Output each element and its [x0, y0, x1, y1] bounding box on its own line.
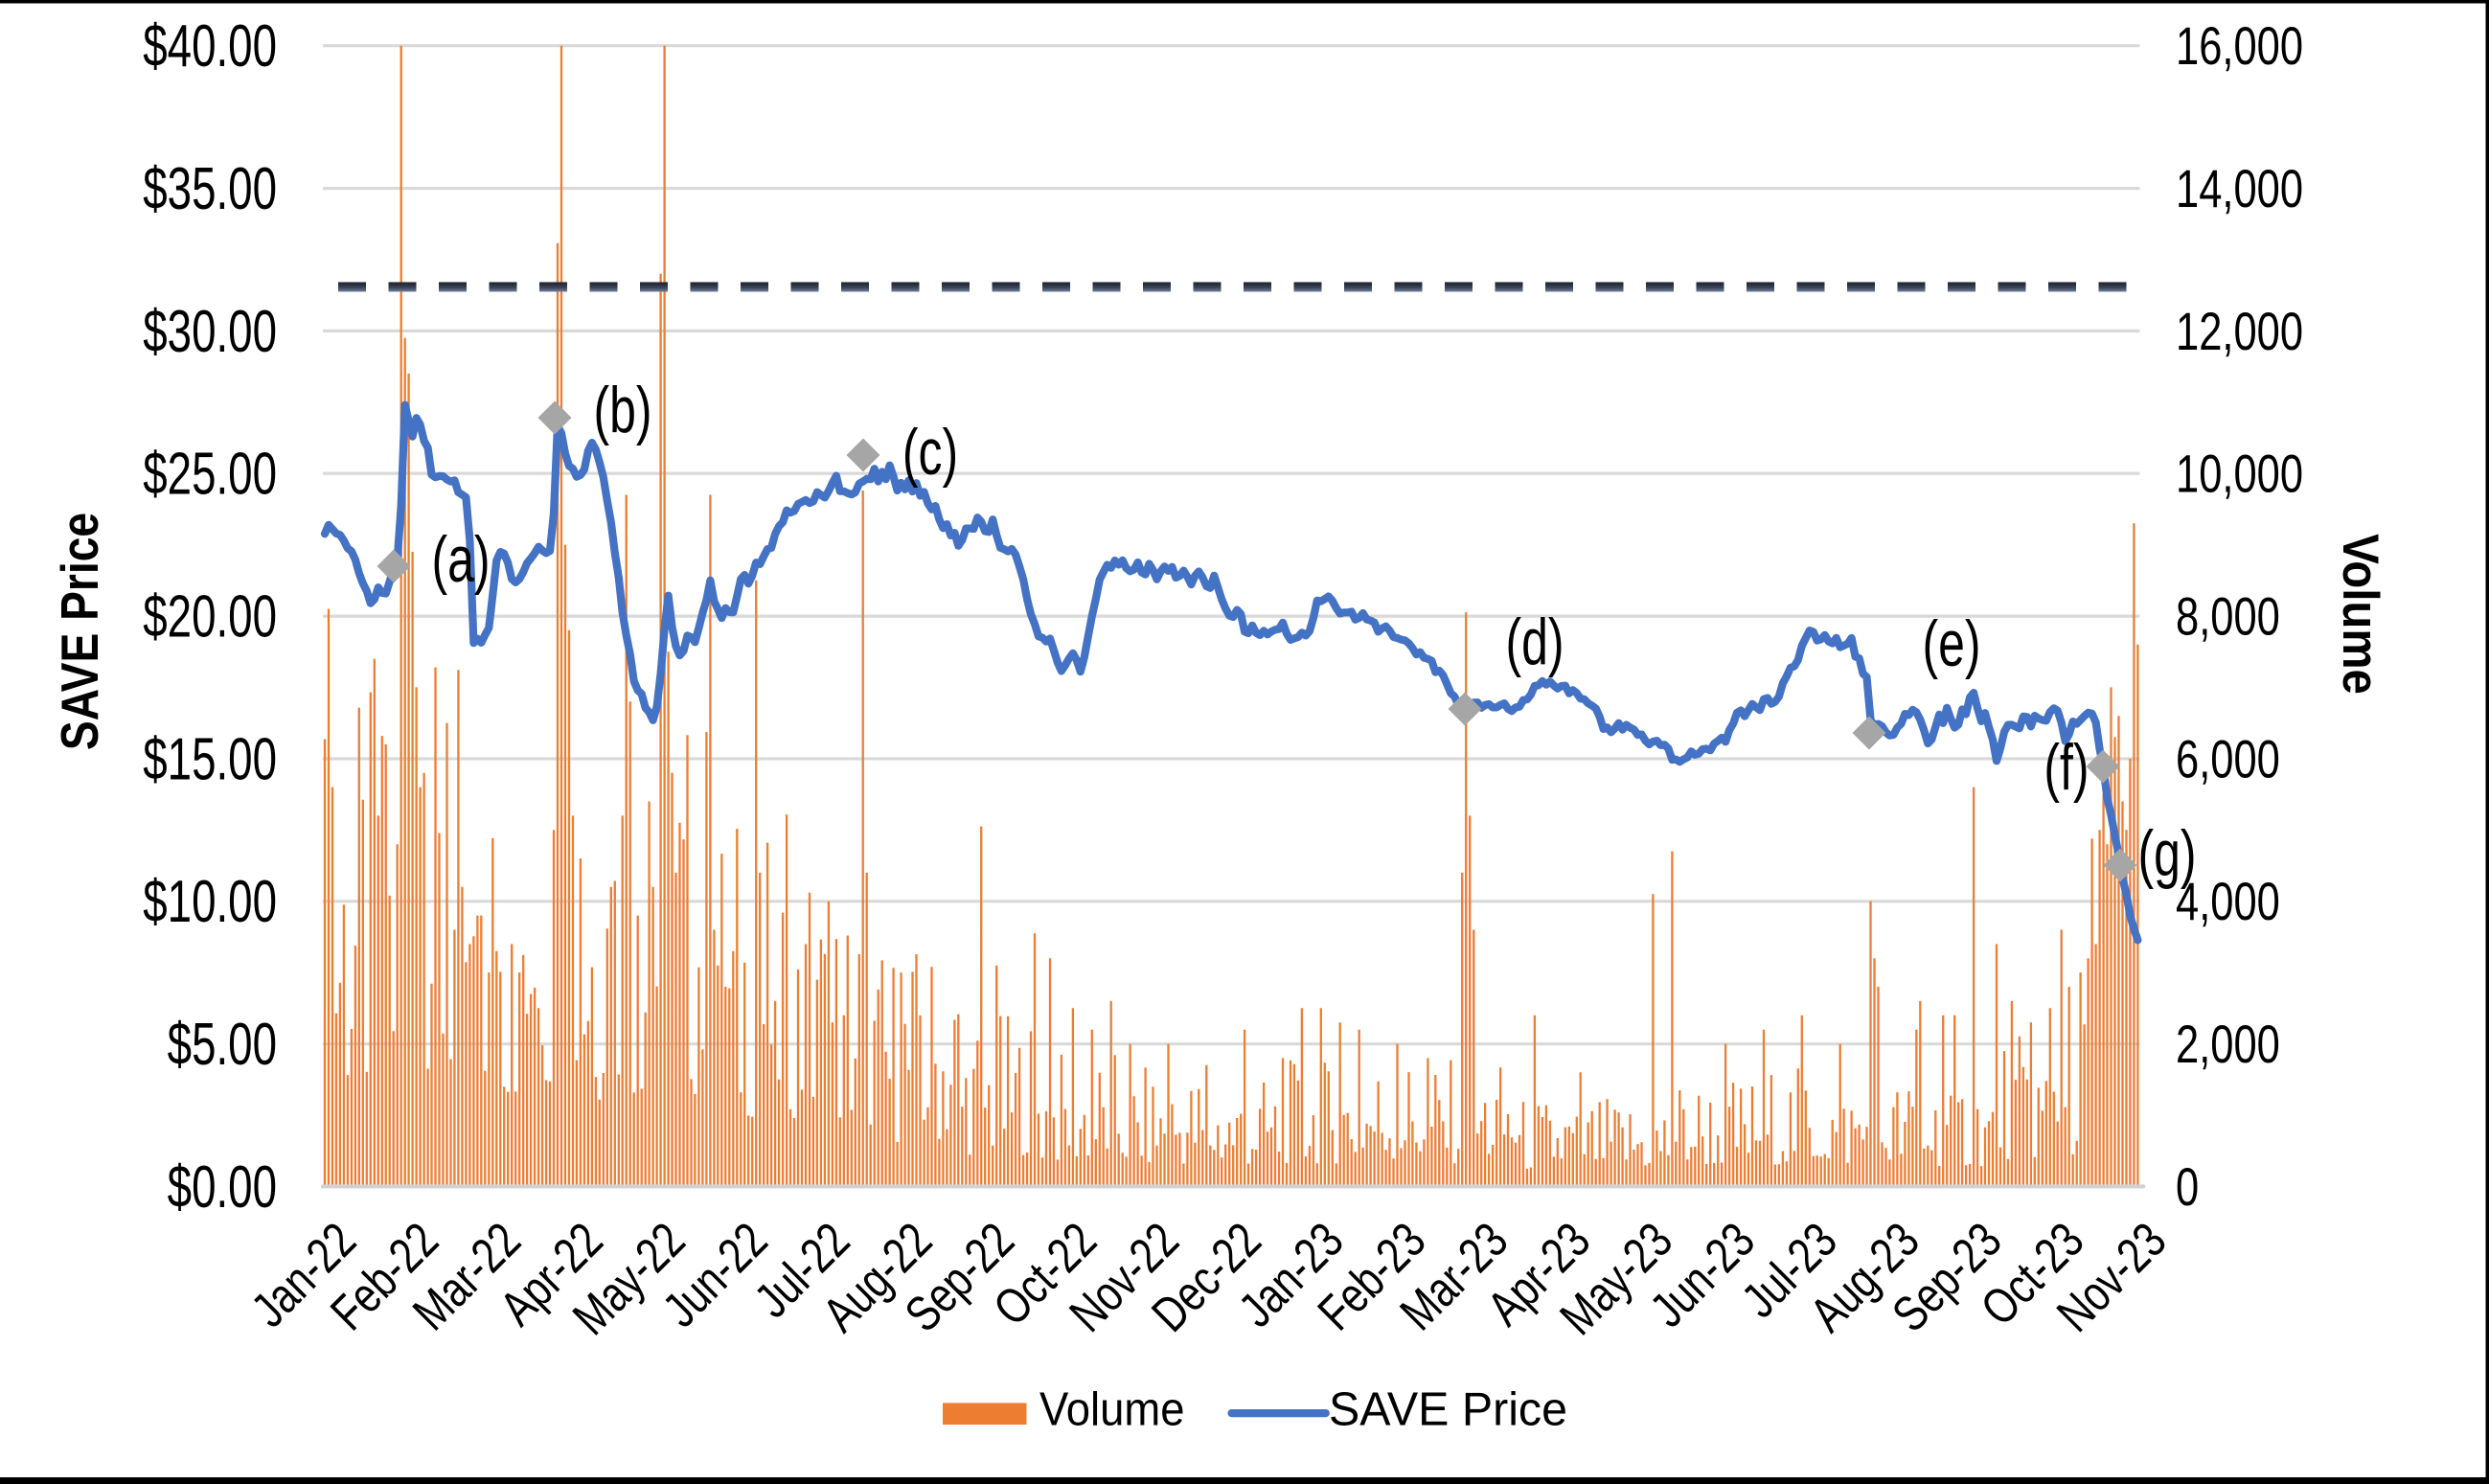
svg-text:(e): (e) — [1922, 607, 1980, 680]
svg-text:$35.00: $35.00 — [143, 155, 277, 221]
svg-text:$15.00: $15.00 — [143, 726, 277, 792]
svg-text:(f): (f) — [2044, 731, 2089, 804]
svg-text:(b): (b) — [593, 374, 651, 446]
svg-text:4,000: 4,000 — [2176, 872, 2280, 932]
svg-text:SAVE Price: SAVE Price — [50, 513, 109, 750]
svg-text:$20.00: $20.00 — [143, 583, 277, 650]
svg-text:(d): (d) — [1505, 605, 1564, 678]
svg-text:(c): (c) — [902, 416, 958, 489]
svg-text:14,000: 14,000 — [2176, 159, 2303, 219]
svg-text:2,000: 2,000 — [2176, 1015, 2280, 1075]
svg-text:$40.00: $40.00 — [143, 12, 277, 79]
svg-text:(a): (a) — [431, 523, 490, 596]
svg-text:16,000: 16,000 — [2176, 16, 2303, 77]
svg-text:(g): (g) — [2137, 817, 2196, 890]
svg-text:Volume: Volume — [1039, 1383, 1185, 1436]
svg-text:0: 0 — [2176, 1157, 2199, 1218]
svg-text:Volume: Volume — [2332, 534, 2389, 695]
svg-text:$25.00: $25.00 — [143, 441, 277, 507]
svg-text:12,000: 12,000 — [2176, 302, 2303, 362]
svg-text:10,000: 10,000 — [2176, 444, 2303, 504]
svg-text:8,000: 8,000 — [2176, 586, 2280, 647]
svg-text:$30.00: $30.00 — [143, 298, 277, 364]
svg-text:6,000: 6,000 — [2176, 729, 2280, 789]
svg-text:SAVE Price: SAVE Price — [1329, 1383, 1567, 1436]
svg-text:$5.00: $5.00 — [168, 1011, 277, 1077]
svg-text:$10.00: $10.00 — [143, 868, 277, 934]
svg-text:$0.00: $0.00 — [168, 1153, 277, 1220]
